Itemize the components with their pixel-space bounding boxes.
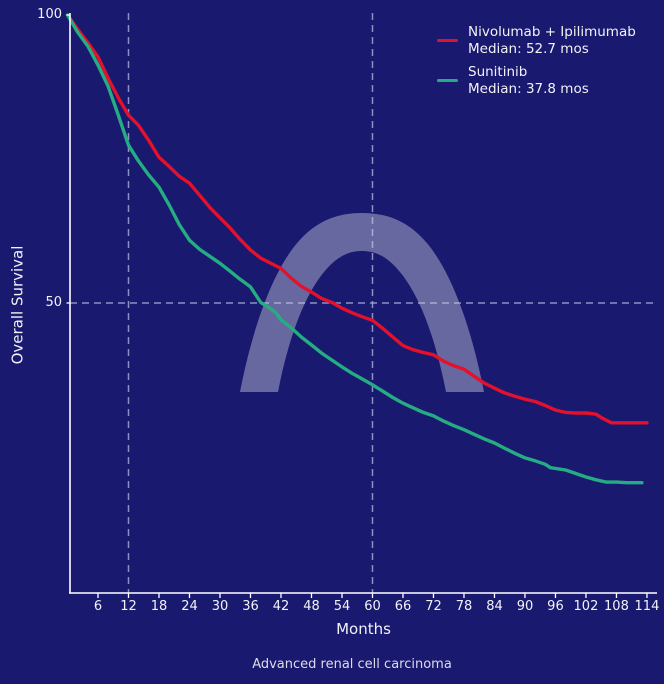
x-tick-label-108: 108 (604, 599, 629, 614)
x-tick-label-30: 30 (211, 599, 229, 614)
y-tick-label-100: 100 (37, 7, 62, 22)
survival-curves (65, 13, 649, 485)
nivolumab-line-swatch-icon (437, 38, 458, 43)
x-tick-label-90: 90 (516, 599, 534, 614)
x-tick-label-48: 48 (303, 599, 320, 614)
x-tick-label-36: 36 (242, 599, 259, 614)
legend-entry-nivolumab-ipilimumab: Nivolumab + Ipilimumab Median: 52.7 mos (437, 24, 636, 57)
x-tick-label-24: 24 (181, 599, 198, 614)
x-tick-label-6: 6 (93, 599, 103, 614)
arch-watermark-icon (240, 213, 484, 392)
x-tick-label-114: 114 (634, 599, 660, 614)
x-tick-label-96: 96 (547, 599, 564, 614)
curve-sunitinib (65, 13, 644, 485)
x-tick-label-84: 84 (486, 599, 503, 614)
x-tick-label-12: 12 (120, 599, 137, 614)
y-tick-label-50: 50 (45, 295, 62, 310)
y-axis-title: Overall Survival (8, 245, 27, 365)
x-tick-label-66: 66 (394, 599, 412, 614)
chart-caption: Advanced renal cell carcinoma (252, 657, 452, 672)
reference-gridlines (70, 13, 658, 593)
x-tick-label-78: 78 (455, 599, 473, 614)
legend-series-name: Sunitinib (468, 64, 528, 80)
x-tick-label-54: 54 (333, 599, 351, 614)
x-tick-label-60: 60 (364, 599, 381, 614)
sunitinib-line-swatch-icon (437, 78, 458, 83)
tick-marks (66, 14, 648, 598)
legend-entry-sunitinib: Sunitinib Median: 37.8 mos (437, 64, 636, 97)
x-axis-title: Months (336, 620, 391, 638)
x-tick-label-102: 102 (573, 599, 599, 614)
legend: Nivolumab + Ipilimumab Median: 52.7 mos … (437, 24, 636, 97)
legend-series-median: Median: 37.8 mos (468, 80, 589, 97)
curve-nivolumab-ipilimumab (65, 13, 649, 425)
legend-series-median: Median: 52.7 mos (468, 40, 589, 57)
legend-series-name: Nivolumab + Ipilimumab (468, 24, 636, 40)
x-tick-label-42: 42 (272, 599, 290, 614)
x-tick-label-18: 18 (150, 599, 168, 614)
x-tick-label-72: 72 (425, 599, 442, 614)
